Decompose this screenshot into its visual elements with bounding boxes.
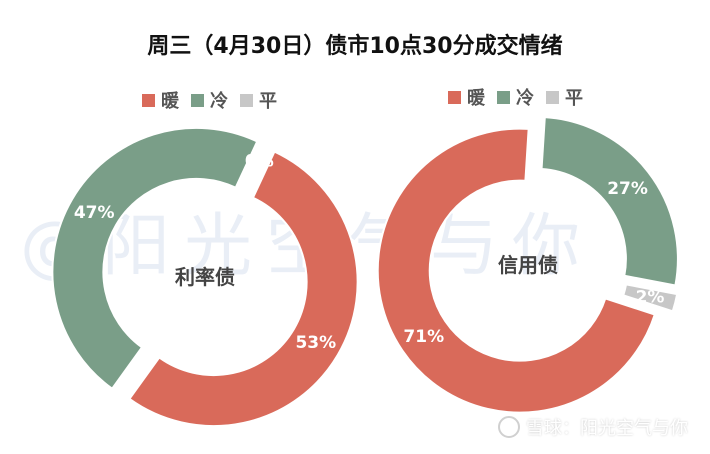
legend-swatch-warm xyxy=(142,93,155,107)
donut-2-label-warm: 71% xyxy=(403,327,444,347)
donut-1-slice-warm xyxy=(127,150,359,428)
footer-credit: 雪球：阳光空气与你 xyxy=(498,414,688,440)
legend-left: 暖 冷 平 xyxy=(142,87,277,113)
snowball-logo-icon xyxy=(498,416,520,438)
donut-2-label-flat: 2% xyxy=(636,287,665,307)
chart-title: 周三（4月30日）债市10点30分成交情绪 xyxy=(147,34,563,59)
legend-item-flat: 平 xyxy=(546,84,583,110)
legend-swatch-cold xyxy=(497,90,510,104)
donut-2-center-label: 信用债 xyxy=(498,253,558,277)
donut-1-label-warm: 53% xyxy=(295,333,336,353)
legend-item-cold: 冷 xyxy=(497,84,534,110)
legend-label-flat: 平 xyxy=(259,91,277,112)
legend-item-cold: 冷 xyxy=(191,87,228,113)
donut-2-label-cold: 27% xyxy=(607,179,648,199)
legend-item-flat: 平 xyxy=(240,87,277,113)
legend-swatch-flat xyxy=(240,93,253,107)
legend-label-cold: 冷 xyxy=(516,88,534,109)
donut-1-slice-cold xyxy=(51,126,259,391)
donut-2-slice-flat xyxy=(622,283,679,313)
legend-label-cold: 冷 xyxy=(210,91,228,112)
legend-label-warm: 暖 xyxy=(467,88,485,109)
donut-1-label-flat: 0% xyxy=(245,152,274,172)
legend-label-flat: 平 xyxy=(565,88,583,109)
legend-swatch-cold xyxy=(191,93,204,107)
donut-2-slice-warm xyxy=(376,127,657,414)
footer-text: 雪球：阳光空气与你 xyxy=(526,418,688,439)
legend-swatch-warm xyxy=(448,90,461,104)
donut-1-label-cold: 47% xyxy=(74,203,115,223)
donut-2-slice-cold xyxy=(540,116,679,287)
legend-right: 暖 冷 平 xyxy=(448,84,583,110)
legend-item-warm: 暖 xyxy=(142,87,179,113)
legend-item-warm: 暖 xyxy=(448,84,485,110)
legend-swatch-flat xyxy=(546,90,559,104)
donut-1-center-label: 利率债 xyxy=(175,265,235,289)
legend-label-warm: 暖 xyxy=(161,91,179,112)
